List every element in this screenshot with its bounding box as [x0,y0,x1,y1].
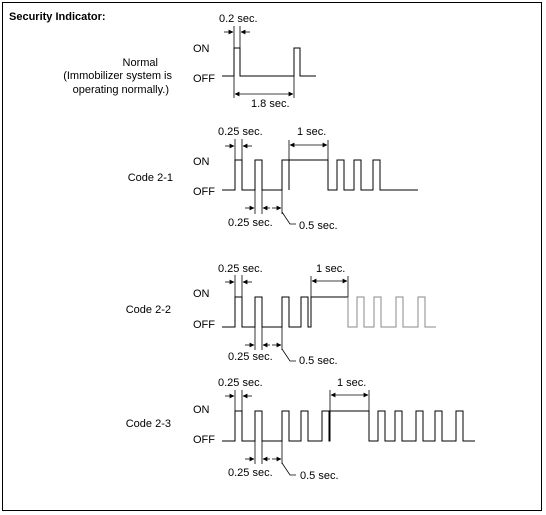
code-2-3-long-gap: 0.5 sec. [300,470,339,482]
code-2-2-waveform-a [222,296,348,328]
code-2-2-long-pulse: 1 sec. [316,263,345,275]
normal-waveform [222,47,316,77]
code-2-2-label: Code 2-2 [126,304,171,316]
figure-border [2,2,542,511]
figure-title: Security Indicator: [9,11,106,23]
code-2-2-waveform-b [347,296,436,328]
normal-label-line3: operating normally.) [73,84,169,96]
normal-on-time: 0.2 sec. [219,13,258,25]
code-2-3-waveform [222,410,475,442]
code-2-2-short-gap: 0.25 sec. [228,351,273,363]
code-2-3-long-pulse: 1 sec. [337,377,366,389]
code-2-1-waveform [222,159,418,191]
code-2-3-short-pulse: 0.25 sec. [218,377,263,389]
code-2-1-section: Code 2-1 ON OFF 0.25 sec. 1 sec. 0.25 se… [128,126,418,232]
normal-on-label: ON [193,43,210,55]
normal-off-label: OFF [193,73,215,85]
code-2-2-on-label: ON [193,288,210,300]
code-2-2-short-pulse: 0.25 sec. [218,263,263,275]
normal-label: Normal [123,57,158,69]
code-2-3-section: Code 2-3 ON OFF 0.25 sec. 1 sec. 0.25 se… [126,377,475,482]
code-2-2-off-label: OFF [193,319,215,331]
code-2-1-on-label: ON [193,156,210,168]
code-2-2-section: Code 2-2 ON OFF 0.25 sec. 1 sec. 0.25 se… [126,263,436,367]
normal-label-line2: (Immobilizer system is [63,70,172,82]
normal-section: Normal (Immobilizer system is operating … [63,13,316,110]
code-2-1-label: Code 2-1 [128,172,173,184]
code-2-3-short-gap: 0.25 sec. [228,467,273,479]
code-2-1-short-pulse: 0.25 sec. [218,126,263,138]
code-2-1-short-gap: 0.25 sec. [228,217,273,229]
code-2-3-off-label: OFF [193,434,215,446]
code-2-1-off-label: OFF [193,186,215,198]
code-2-3-on-label: ON [193,404,210,416]
code-2-1-long-pulse: 1 sec. [297,126,326,138]
code-2-3-label: Code 2-3 [126,418,171,430]
code-2-1-long-gap: 0.5 sec. [299,220,338,232]
normal-period: 1.8 sec. [251,98,290,110]
code-2-2-long-gap: 0.5 sec. [299,355,338,367]
